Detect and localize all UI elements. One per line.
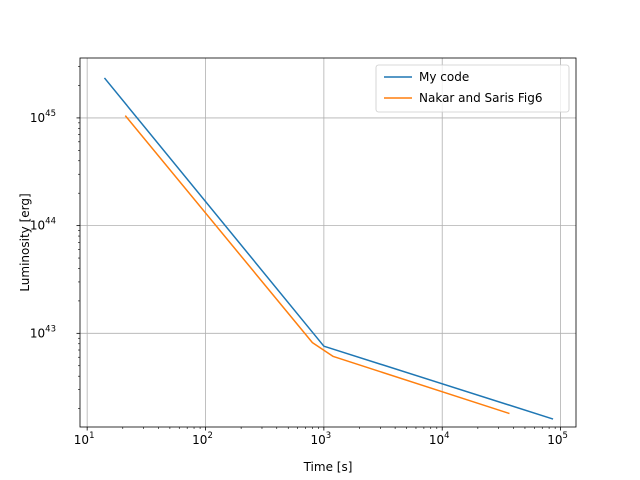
legend-box <box>375 64 570 113</box>
x-tick-label: 101 <box>74 431 95 447</box>
x-tick-label: 105 <box>547 431 568 447</box>
y-tick-base: 10 <box>30 219 45 233</box>
x-tick-base: 10 <box>311 433 326 447</box>
y-tick-exponent: 45 <box>45 109 56 119</box>
x-tick-base: 10 <box>429 433 444 447</box>
y-tick-label: 1043 <box>30 324 56 340</box>
x-tick-base: 10 <box>74 433 89 447</box>
y-tick-base: 10 <box>30 111 45 125</box>
x-tick-label: 103 <box>311 431 332 447</box>
x-tick-exponent: 1 <box>89 431 94 441</box>
x-tick-exponent: 2 <box>207 431 212 441</box>
y-tick-label: 1045 <box>30 109 56 125</box>
grid <box>80 58 576 427</box>
x-axis-label: Time [s] <box>303 460 353 474</box>
y-tick-label: 1044 <box>30 217 56 233</box>
y-tick-exponent: 43 <box>45 324 56 334</box>
x-tick-exponent: 4 <box>444 431 449 441</box>
x-tick-base: 10 <box>547 433 562 447</box>
x-tick-label: 104 <box>429 431 450 447</box>
y-axis-label: Luminosity [erg] <box>18 193 32 291</box>
series-line-1 <box>103 77 554 420</box>
series-lines <box>103 77 554 420</box>
legend: My code Nakar and Saris Fig6 <box>375 64 570 113</box>
x-tick-label: 102 <box>192 431 213 447</box>
x-tick-exponent: 3 <box>326 431 331 441</box>
y-tick-base: 10 <box>30 326 45 340</box>
y-tick-exponent: 44 <box>45 217 56 227</box>
series-line-2 <box>124 115 510 415</box>
x-tick-base: 10 <box>192 433 207 447</box>
legend-label-1: My code <box>419 70 469 84</box>
legend-label-2: Nakar and Saris Fig6 <box>419 91 542 105</box>
x-tick-exponent: 5 <box>563 431 568 441</box>
